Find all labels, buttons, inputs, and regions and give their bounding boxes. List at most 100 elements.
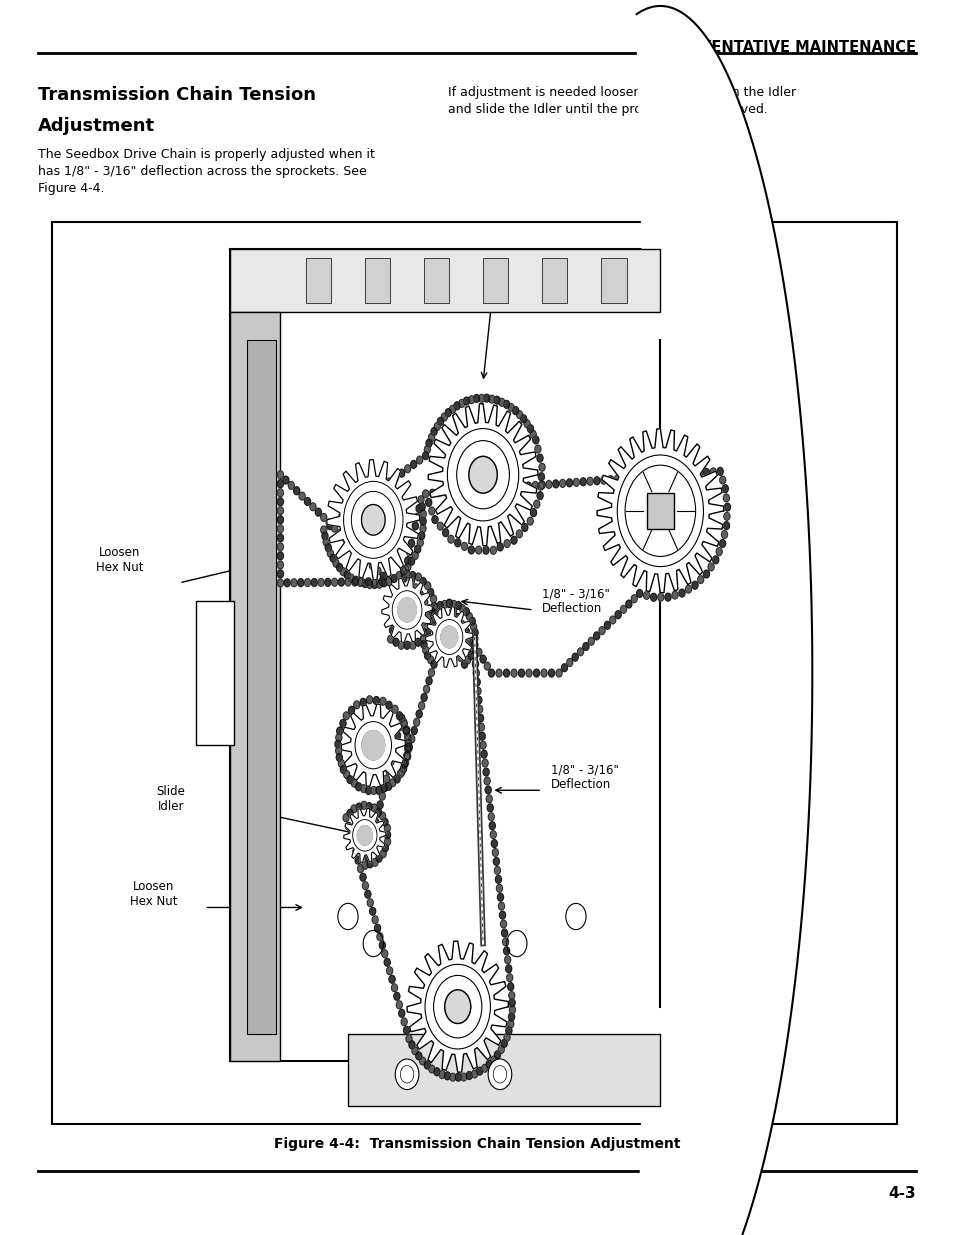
Circle shape (311, 578, 317, 587)
Circle shape (422, 452, 428, 459)
Circle shape (291, 579, 296, 587)
Circle shape (504, 484, 511, 492)
Polygon shape (327, 459, 419, 580)
Circle shape (635, 474, 640, 482)
Circle shape (288, 482, 294, 489)
Circle shape (397, 598, 416, 622)
Circle shape (277, 489, 283, 496)
Circle shape (343, 711, 349, 720)
Circle shape (679, 589, 684, 597)
Circle shape (358, 551, 364, 558)
Circle shape (416, 710, 422, 718)
Circle shape (396, 769, 403, 778)
Text: 1/8" - 3/16"
Deflection: 1/8" - 3/16" Deflection (550, 763, 618, 792)
Circle shape (395, 1000, 402, 1009)
Circle shape (381, 950, 388, 957)
Circle shape (471, 1070, 477, 1078)
Circle shape (473, 669, 478, 677)
Circle shape (356, 500, 362, 508)
Circle shape (671, 592, 678, 599)
Circle shape (277, 534, 283, 542)
Circle shape (398, 1009, 404, 1018)
Circle shape (495, 876, 501, 883)
Circle shape (685, 585, 691, 593)
Circle shape (509, 999, 515, 1007)
Circle shape (439, 626, 445, 634)
Circle shape (445, 409, 451, 416)
Circle shape (427, 656, 434, 664)
Circle shape (478, 732, 485, 740)
Circle shape (449, 405, 456, 414)
Circle shape (540, 669, 546, 677)
Circle shape (393, 473, 398, 482)
Circle shape (395, 572, 401, 579)
Circle shape (385, 766, 392, 774)
Circle shape (493, 857, 499, 866)
Circle shape (658, 593, 663, 601)
Circle shape (426, 677, 432, 684)
Circle shape (405, 735, 411, 742)
Circle shape (600, 477, 606, 484)
Circle shape (356, 825, 372, 845)
Circle shape (339, 568, 346, 576)
Circle shape (508, 404, 514, 411)
Circle shape (351, 805, 356, 813)
Circle shape (310, 503, 315, 511)
Circle shape (430, 595, 436, 603)
Circle shape (511, 483, 517, 492)
Circle shape (317, 578, 324, 587)
Circle shape (516, 411, 522, 419)
Circle shape (428, 1065, 435, 1073)
Circle shape (277, 480, 283, 488)
Circle shape (358, 578, 364, 585)
Circle shape (424, 652, 430, 659)
Circle shape (340, 766, 346, 773)
Circle shape (424, 630, 430, 637)
Circle shape (360, 802, 367, 809)
Circle shape (402, 758, 408, 767)
Circle shape (477, 724, 484, 731)
Circle shape (464, 656, 471, 664)
Circle shape (484, 662, 490, 671)
Circle shape (373, 819, 378, 826)
Circle shape (466, 613, 472, 620)
Circle shape (404, 557, 411, 564)
Circle shape (414, 514, 420, 521)
Circle shape (521, 524, 527, 531)
Circle shape (364, 890, 371, 898)
Circle shape (359, 698, 366, 706)
Circle shape (504, 956, 510, 963)
Circle shape (702, 468, 709, 477)
Circle shape (496, 884, 502, 892)
Circle shape (367, 899, 373, 906)
Circle shape (391, 618, 397, 626)
Circle shape (347, 809, 353, 818)
Circle shape (396, 592, 403, 599)
Circle shape (389, 626, 395, 635)
Circle shape (486, 1060, 492, 1068)
Circle shape (418, 503, 425, 511)
Circle shape (348, 574, 354, 582)
Circle shape (353, 847, 358, 856)
Circle shape (417, 495, 423, 504)
Circle shape (475, 687, 480, 695)
Circle shape (436, 489, 442, 496)
Circle shape (357, 578, 363, 587)
Circle shape (490, 546, 496, 555)
Circle shape (710, 468, 716, 475)
Text: Slide
Idler: Slide Idler (156, 785, 185, 814)
Circle shape (378, 578, 385, 585)
Circle shape (456, 653, 463, 661)
Circle shape (354, 701, 359, 709)
Circle shape (505, 965, 511, 973)
Circle shape (393, 609, 399, 618)
Circle shape (324, 578, 331, 587)
Circle shape (315, 508, 321, 516)
Circle shape (496, 669, 501, 677)
Circle shape (453, 614, 459, 622)
Circle shape (434, 1068, 439, 1076)
Circle shape (402, 566, 409, 573)
Circle shape (326, 519, 332, 527)
Circle shape (355, 803, 361, 811)
Circle shape (505, 1026, 512, 1035)
